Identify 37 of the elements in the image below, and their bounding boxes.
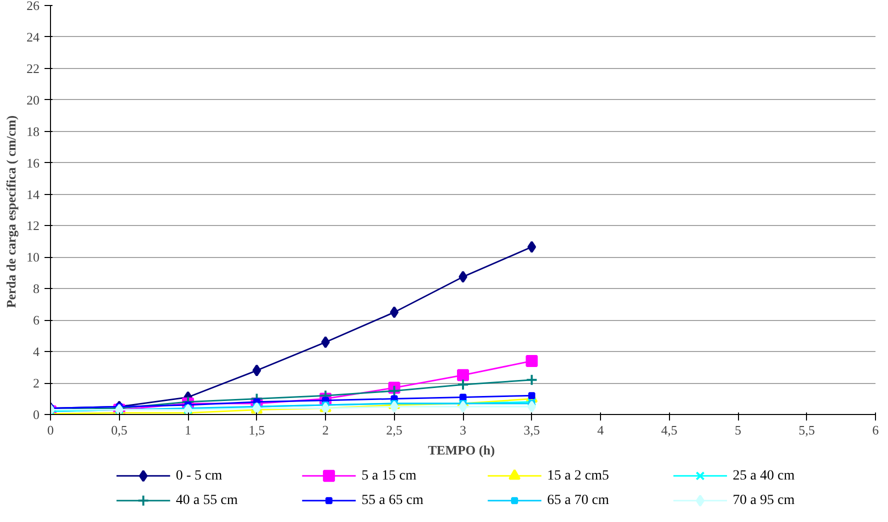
x-tick-label: 2	[322, 422, 329, 438]
y-tick-label: 6	[33, 312, 40, 328]
y-tick-label: 14	[26, 186, 40, 202]
x-tick-label: 6	[872, 422, 880, 438]
y-tick-label: 0	[33, 407, 40, 422]
x-tick-label: 2,5	[386, 422, 402, 438]
x-tick-label: 1,5	[248, 422, 265, 438]
legend-label: 15 a 2 cm5	[547, 468, 609, 484]
x-tick-label: 0,5	[111, 422, 128, 438]
y-tick-label: 8	[33, 281, 40, 296]
legend-label: 40 a 55 cm	[176, 493, 238, 508]
y-tick-label: 12	[26, 218, 40, 234]
y-axis-title: Perda de carga específica ( cm/cm)	[4, 115, 18, 308]
y-tick-label: 20	[26, 92, 40, 108]
y-tick-label: 26	[26, 0, 40, 13]
y-tick-label: 16	[26, 155, 40, 170]
x-axis-title: TEMPO (h)	[428, 442, 495, 458]
y-tick-label: 10	[26, 250, 40, 265]
x-tick-label: 3	[460, 422, 466, 438]
legend-label: 0 - 5 cm	[176, 468, 222, 484]
x-tick-label: 1	[184, 422, 192, 438]
x-tick-label: 4,5	[661, 422, 678, 438]
legend-label: 65 a 70 cm	[547, 493, 610, 508]
y-tick-label: 2	[33, 376, 40, 391]
legend-label: 5 a 15 cm	[362, 468, 416, 484]
y-tick-label: 22	[26, 60, 40, 76]
x-tick-label: 5,5	[798, 422, 815, 438]
x-tick-label: 4	[597, 422, 604, 438]
legend-label: 55 a 65 cm	[362, 493, 424, 508]
legend-label: 70 a 95 cm	[732, 493, 795, 508]
legend-label: 25 a 40 cm	[732, 468, 795, 484]
x-tick-label: 3,5	[524, 422, 540, 438]
x-tick-label: 0	[47, 422, 54, 438]
y-tick-label: 18	[26, 124, 40, 139]
y-tick-label: 4	[33, 344, 40, 360]
x-tick-label: 5	[734, 422, 742, 438]
y-tick-label: 24	[26, 29, 40, 44]
